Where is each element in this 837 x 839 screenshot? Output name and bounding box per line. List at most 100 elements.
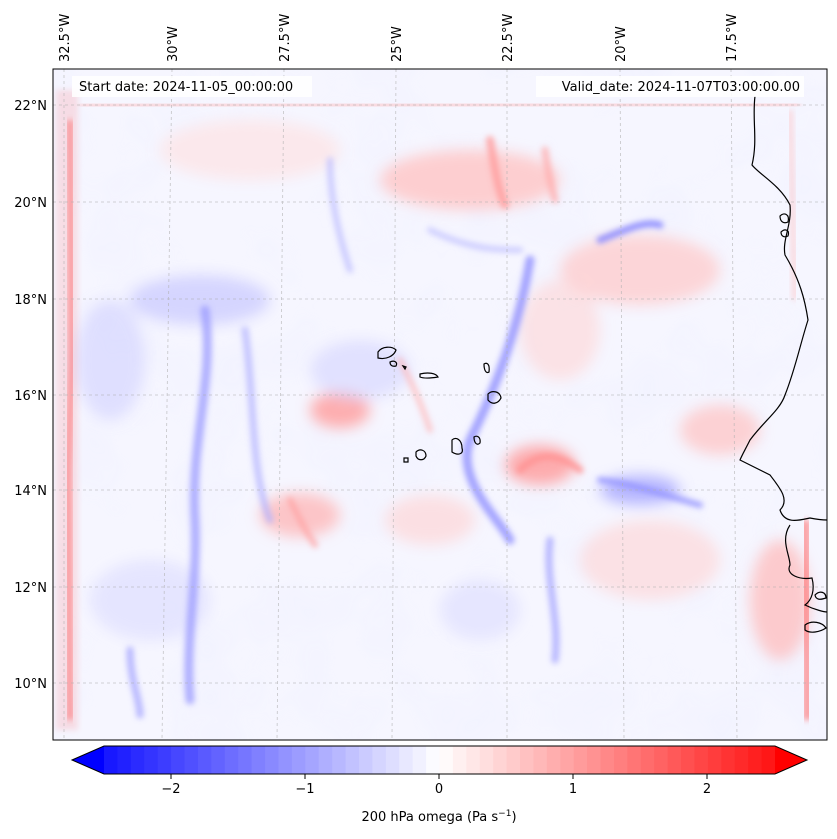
boa-vista	[487, 391, 502, 404]
colorbar-cell	[318, 746, 333, 774]
colorbar-outline	[70, 745, 809, 775]
brava	[403, 457, 409, 463]
colorbar-cell	[144, 746, 159, 774]
lon-tick-label: 32.5°W	[58, 14, 73, 62]
lat-tick-label: 14°N	[14, 484, 47, 499]
colorbar-tick-label: −1	[295, 782, 314, 797]
omega-bands	[126, 136, 703, 719]
bijagos-a	[814, 591, 827, 600]
colorbar-cell	[506, 746, 521, 774]
colorbar-cell	[707, 746, 722, 774]
colorbar-cell	[587, 746, 602, 774]
colorbar-cell	[197, 746, 212, 774]
lon-tick-labels: 32.5°W 30°W 27.5°W 25°W 22.5°W 20°W 17.5…	[58, 14, 740, 62]
santo-antao	[377, 346, 397, 360]
colorbar-cell	[238, 746, 253, 774]
colorbar-extend-high	[775, 746, 807, 774]
colorbar-cell	[761, 746, 776, 774]
colorbar-tick-label: −2	[161, 782, 180, 797]
colorbar-cell	[721, 746, 736, 774]
lat-tick-label: 22°N	[14, 99, 47, 114]
lat-tick-label: 16°N	[14, 389, 47, 404]
colorbar-cell	[305, 746, 320, 774]
colorbar-cell	[130, 746, 145, 774]
colorbar-cell	[748, 746, 763, 774]
lat-tick-label: 20°N	[14, 196, 47, 211]
lon-tick-label: 20°W	[614, 26, 629, 62]
colorbar-cell	[654, 746, 669, 774]
colorbar-cell	[358, 746, 373, 774]
colorbar-cell	[291, 746, 306, 774]
colorbar-cell	[104, 746, 119, 774]
colorbar-cell	[399, 746, 414, 774]
cape-verde-islands	[377, 346, 502, 463]
map-frame	[52, 68, 828, 741]
colorbar-cell	[520, 746, 535, 774]
lon-tick-label: 25°W	[390, 26, 405, 62]
colorbar-cell	[184, 746, 199, 774]
colorbar-cell	[493, 746, 508, 774]
colorbar-tick-label: 2	[703, 782, 711, 797]
maio	[473, 435, 481, 445]
colorbar-tick-label: 0	[435, 782, 443, 797]
colorbar-cell	[439, 746, 454, 774]
colorbar-cells	[72, 746, 807, 774]
colorbar-cell	[560, 746, 575, 774]
colorbar-cell	[627, 746, 642, 774]
coastline	[739, 95, 827, 633]
colorbar-cell	[573, 746, 588, 774]
colorbar-cell	[412, 746, 427, 774]
colorbar-cell	[171, 746, 186, 774]
colorbar-cell	[345, 746, 360, 774]
colorbar-cell	[265, 746, 280, 774]
lat-tick-labels: 22°N 20°N 18°N 16°N 14°N 12°N 10°N	[14, 99, 47, 692]
valid-date-box	[536, 76, 804, 97]
colorbar-cell	[600, 746, 615, 774]
colorbar-cell	[224, 746, 239, 774]
start-date-text: Start date: 2024-11-05_00:00:00	[79, 80, 293, 95]
colorbar-extend-low	[72, 746, 104, 774]
colorbar-cell	[251, 746, 266, 774]
colorbar-tick-label: 1	[569, 782, 577, 797]
sao-nicolau	[419, 372, 439, 379]
colorbar-cell	[681, 746, 696, 774]
colorbar-cell	[117, 746, 132, 774]
colorbar-cell	[694, 746, 709, 774]
colorbar-tick-labels: −2 −1 0 1 2	[161, 782, 711, 797]
colorbar-cell	[385, 746, 400, 774]
colorbar-cell	[613, 746, 628, 774]
sao-vicente	[389, 360, 398, 367]
sal	[483, 362, 490, 374]
colorbar-cell	[426, 746, 441, 774]
colorbar-cell	[667, 746, 682, 774]
colorbar-cell	[332, 746, 347, 774]
lat-tick-label: 18°N	[14, 293, 47, 308]
santiago	[451, 437, 463, 455]
guinea-islands	[804, 621, 827, 633]
colorbar-cell	[546, 746, 561, 774]
africa-coast-south	[785, 524, 827, 613]
valid-date-text: Valid_date: 2024-11-07T03:00:00.00	[562, 80, 800, 95]
colorbar-cell	[278, 746, 293, 774]
start-date-box	[72, 76, 312, 97]
lat-tick-label: 12°N	[14, 581, 47, 596]
colorbar-cell	[466, 746, 481, 774]
lon-tick-label: 22.5°W	[501, 14, 516, 62]
africa-coast	[739, 95, 827, 521]
lat-tick-label: 10°N	[14, 677, 47, 692]
colorbar-cell	[734, 746, 749, 774]
colorbar-cell	[640, 746, 655, 774]
colorbar-cell	[452, 746, 467, 774]
colorbar-cell	[479, 746, 494, 774]
gridlines	[53, 69, 827, 740]
colorbar-ticks	[170, 774, 708, 779]
lon-tick-label: 30°W	[166, 26, 181, 62]
colorbar-cell	[211, 746, 226, 774]
santa-luzia	[401, 364, 407, 371]
lon-tick-label: 27.5°W	[278, 14, 293, 62]
fogo	[415, 449, 427, 461]
colorbar-cell	[157, 746, 172, 774]
map-panel: Start date: 2024-11-05_00:00:00 Valid_da…	[53, 69, 827, 740]
colorbar-label: 200 hPa omega (Pa s−1)	[361, 809, 516, 825]
